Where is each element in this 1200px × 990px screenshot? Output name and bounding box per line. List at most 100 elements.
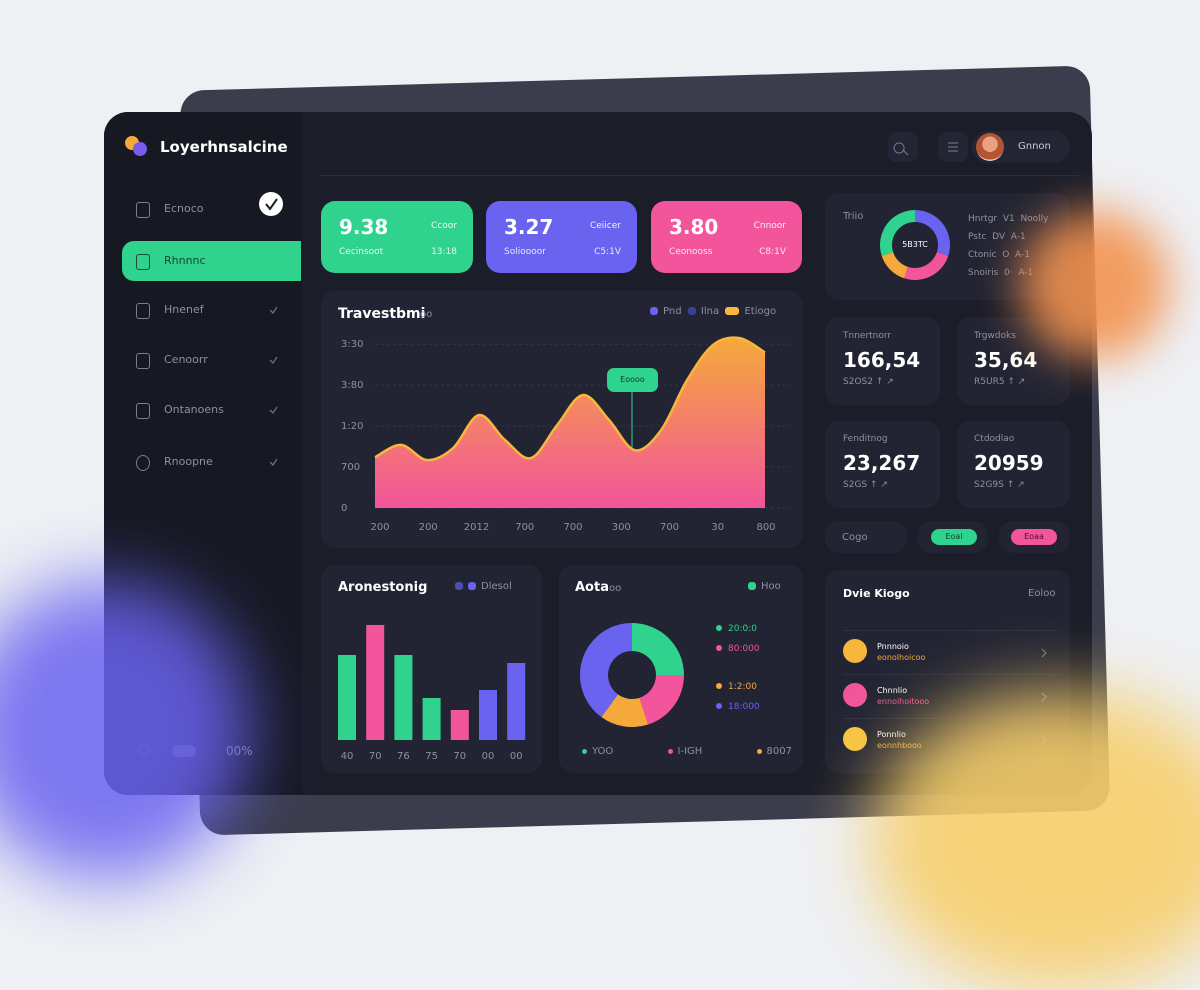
bar — [338, 655, 356, 740]
activity-action[interactable]: Eoloo — [1028, 588, 1056, 599]
check-icon — [265, 198, 278, 211]
divider — [843, 674, 1058, 675]
pie-segment — [881, 252, 908, 279]
overview-title: Triio — [843, 211, 864, 222]
bar-title: Aronestonig — [338, 580, 428, 595]
search-button[interactable] — [888, 132, 918, 162]
x-tick-label: 700 — [660, 522, 679, 533]
legend-item[interactable]: Etiogo — [725, 306, 776, 317]
nav-item[interactable]: Hnenef — [122, 290, 301, 330]
nav-item[interactable]: Ontanoens — [122, 390, 301, 430]
pill[interactable]: Eoal — [931, 529, 977, 545]
metric-value: 166,54 — [843, 348, 921, 372]
stat-value: 3.27 — [504, 215, 554, 239]
ring-legend: Hoo — [748, 581, 781, 592]
chart-layer: 0 700 1:20 3:80 3:30 200 200 2012 700 700 300 700 30… — [138, 142, 1047, 762]
bar — [507, 663, 526, 740]
stat-label: Ceiicer — [589, 221, 621, 231]
pie-segment — [904, 252, 949, 281]
nav-label: Hnenef — [164, 303, 204, 316]
metric-value: 20959 — [974, 451, 1044, 475]
footer-label: YOO — [592, 746, 614, 757]
nav-item[interactable]: Rnoopne — [122, 442, 301, 482]
y-tick-label: 3:80 — [341, 380, 363, 391]
nav-item[interactable]: Cenoorr — [122, 340, 301, 380]
metric-card[interactable]: Tnnertnorr 166,54 S2OS2 ↑ ↗ — [825, 317, 940, 405]
x-tick-label: 200 — [370, 522, 389, 533]
stat-value: 3.80 — [669, 215, 719, 239]
activity-item[interactable]: Pnnnoio eonolhoicoo — [843, 638, 1058, 666]
ring-footer: YOO I-IGH 8007 — [582, 746, 792, 757]
legend-label: Pnd — [663, 306, 682, 317]
metric-label: Fenditnog — [843, 434, 888, 444]
metric-sub: S2OS2 ↑ ↗ — [843, 377, 894, 387]
legend-swatch — [667, 748, 673, 754]
callout: Eoooo — [607, 368, 658, 392]
metric-label: Ctdodlao — [974, 434, 1015, 444]
legend-swatch — [716, 645, 722, 651]
stat-meta: C8:1V — [759, 247, 786, 257]
check-icon — [269, 406, 278, 415]
stat-caption: Solioooor — [504, 247, 546, 257]
legend-item[interactable]: Ilna — [687, 306, 719, 317]
legend-swatch — [716, 703, 722, 709]
x-tick-label: 00 — [482, 751, 495, 762]
ring-labels: 20:0:0 80:000 1:2:00 18:000 — [716, 620, 796, 718]
activity-icon — [843, 727, 867, 751]
x-tick-label: 40 — [341, 751, 354, 762]
header-rule — [319, 175, 1079, 176]
stat-card[interactable]: 3.80 Cnnoor Ceonooss C8:1V — [651, 201, 802, 273]
nav-item-active[interactable]: Rhnnnc — [122, 241, 301, 281]
brand[interactable]: Loyerhnsalcine — [160, 138, 288, 156]
bar — [366, 625, 385, 740]
nav-icon — [136, 303, 150, 319]
activity-item-sub: ennolhoitooo — [877, 697, 930, 706]
footer-label: I-IGH — [677, 746, 703, 757]
pie-segment — [915, 210, 950, 256]
logo — [133, 142, 147, 156]
pie-segment — [880, 210, 915, 256]
legend-label: Hoo — [761, 581, 781, 592]
pill[interactable]: Eoaa — [1011, 529, 1057, 545]
bar-legend: Dlesol — [455, 581, 512, 592]
x-tick-label: 00 — [510, 751, 523, 762]
metric-card[interactable]: Fenditnog 23,267 S2GS ↑ ↗ — [825, 421, 940, 508]
pill-slot: Eoaa — [999, 521, 1070, 553]
metric-card[interactable]: Ctdodlao 20959 S2G9S ↑ ↗ — [957, 421, 1070, 508]
nav-icon — [136, 202, 150, 218]
trend-title: Travestbmi — [338, 306, 426, 322]
activity-item[interactable]: Chnnlio ennolhoitooo — [843, 682, 1058, 710]
nav-icon — [136, 403, 150, 419]
nav-item[interactable]: Ecnoco — [122, 189, 301, 229]
activity-item[interactable]: Ponnlio eonnhbooo — [843, 726, 1058, 754]
footer-item: I-IGH — [667, 746, 703, 757]
x-tick-label: 70 — [453, 751, 466, 762]
stat-card[interactable]: 9.38 Ccoor Cecinsoot 13:18 — [321, 201, 473, 273]
legend-item[interactable]: Pnd — [650, 306, 682, 317]
x-tick-label: 30 — [711, 522, 724, 533]
legend-label: Etiogo — [744, 306, 777, 317]
x-tick-label: 200 — [419, 522, 438, 533]
legend-swatch — [716, 625, 722, 631]
stat-caption: Cecinsoot — [339, 247, 384, 257]
stat-value: 9.38 — [339, 215, 389, 239]
activity-item-sub: eonolhoicoo — [877, 653, 926, 662]
metric-sub: S2G9S ↑ ↗ — [974, 480, 1025, 490]
area — [375, 337, 765, 508]
activity-item-title: Pnnnoio — [877, 642, 909, 651]
nav-label: Rhnnnc — [164, 254, 206, 267]
ring-label: 18:000 — [728, 702, 760, 712]
legend-swatch — [748, 582, 756, 590]
metric-label: Tnnertnorr — [843, 331, 892, 341]
bar — [479, 690, 497, 740]
activity-item-title: Ponnlio — [877, 730, 906, 739]
check-badge — [259, 192, 283, 216]
nav-label: Ecnoco — [164, 202, 204, 215]
x-tick-label: 800 — [756, 522, 775, 533]
y-tick-label: 3:30 — [341, 339, 363, 350]
x-tick-label: 700 — [563, 522, 582, 533]
ring-label-row: 18:000 — [716, 702, 796, 718]
stat-card[interactable]: 3.27 Ceiicer Solioooor C5:1V — [486, 201, 637, 273]
check-icon — [269, 306, 278, 315]
menu-icon — [948, 142, 958, 152]
